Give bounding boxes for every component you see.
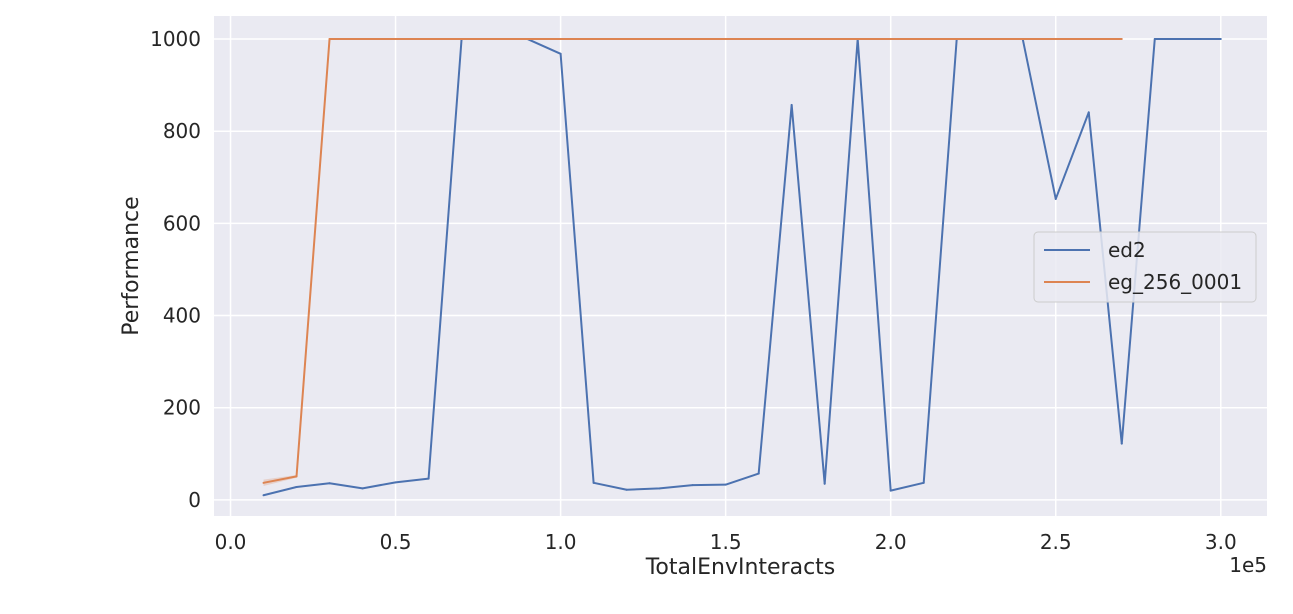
data-point-eg-256-0001	[955, 38, 958, 41]
data-point-eg-256-0001	[427, 38, 430, 41]
data-point-eg-256-0001	[526, 38, 529, 41]
data-point-ed2	[1186, 38, 1189, 41]
x-axis-ticks: 0.0 0.5 1.0 1.5 2.0 2.5 3.0	[215, 530, 1237, 554]
x-tick-label: 2.0	[875, 530, 907, 554]
data-point-ed2	[361, 487, 364, 490]
data-point-eg-256-0001	[1021, 38, 1024, 41]
data-point-ed2	[262, 494, 265, 497]
data-point-ed2	[691, 484, 694, 487]
x-tick-label: 1.5	[710, 530, 742, 554]
data-point-eg-256-0001	[361, 38, 364, 41]
data-point-eg-256-0001	[559, 38, 562, 41]
data-point-eg-256-0001	[790, 38, 793, 41]
y-tick-label: 1000	[150, 27, 201, 51]
data-point-ed2	[295, 485, 298, 488]
y-tick-label: 200	[163, 396, 201, 420]
y-tick-label: 0	[188, 488, 201, 512]
data-point-ed2	[427, 477, 430, 480]
legend: ed2 eg_256_0001	[1033, 231, 1257, 303]
data-point-ed2	[823, 482, 826, 485]
data-point-eg-256-0001	[493, 38, 496, 41]
data-point-eg-256-0001	[922, 38, 925, 41]
x-tick-label: 0.5	[380, 530, 412, 554]
data-point-ed2	[757, 472, 760, 475]
y-tick-label: 800	[163, 119, 201, 143]
x-tick-label: 2.5	[1040, 530, 1072, 554]
data-point-ed2	[889, 489, 892, 492]
series-line-ed2	[263, 38, 1221, 497]
grid-lines	[214, 16, 1267, 516]
data-point-ed2	[1153, 38, 1156, 41]
series-layer	[262, 38, 1222, 497]
data-point-ed2	[790, 103, 793, 106]
x-tick-label: 1.0	[545, 530, 577, 554]
legend-label-eg-256-0001: eg_256_0001	[1108, 270, 1242, 294]
x-tick-label: 3.0	[1205, 530, 1237, 554]
data-point-ed2	[1120, 442, 1123, 445]
x-axis-label: TotalEnvInteracts	[645, 555, 836, 580]
legend-label-ed2: ed2	[1108, 238, 1146, 262]
data-point-eg-256-0001	[1087, 38, 1090, 41]
x-axis-offset-label: 1e5	[1229, 553, 1267, 577]
data-point-eg-256-0001	[988, 38, 991, 41]
data-point-eg-256-0001	[724, 38, 727, 41]
data-point-eg-256-0001	[856, 38, 859, 41]
data-point-ed2	[394, 481, 397, 484]
data-point-eg-256-0001	[1054, 38, 1057, 41]
data-point-ed2	[328, 482, 331, 485]
data-point-ed2	[1054, 197, 1057, 200]
data-point-eg-256-0001	[295, 475, 298, 478]
x-tick-label: 0.0	[215, 530, 247, 554]
data-point-eg-256-0001	[889, 38, 892, 41]
data-point-ed2	[1219, 38, 1222, 41]
data-point-eg-256-0001	[394, 38, 397, 41]
data-point-ed2	[625, 488, 628, 491]
data-point-eg-256-0001	[262, 481, 265, 484]
data-point-eg-256-0001	[625, 38, 628, 41]
data-point-ed2	[592, 481, 595, 484]
data-point-eg-256-0001	[658, 38, 661, 41]
data-point-eg-256-0001	[757, 38, 760, 41]
y-tick-label: 600	[163, 211, 201, 235]
data-point-eg-256-0001	[1120, 38, 1123, 41]
data-point-eg-256-0001	[460, 38, 463, 41]
data-point-ed2	[922, 481, 925, 484]
y-axis-label: Performance	[119, 196, 144, 335]
data-point-eg-256-0001	[823, 38, 826, 41]
data-point-eg-256-0001	[691, 38, 694, 41]
y-axis-ticks: 0 200 400 600 800 1000	[150, 27, 201, 512]
data-point-ed2	[559, 52, 562, 55]
data-point-eg-256-0001	[592, 38, 595, 41]
data-point-ed2	[658, 487, 661, 490]
data-point-ed2	[724, 483, 727, 486]
data-point-ed2	[1087, 111, 1090, 114]
y-tick-label: 400	[163, 304, 201, 328]
data-point-eg-256-0001	[328, 38, 331, 41]
